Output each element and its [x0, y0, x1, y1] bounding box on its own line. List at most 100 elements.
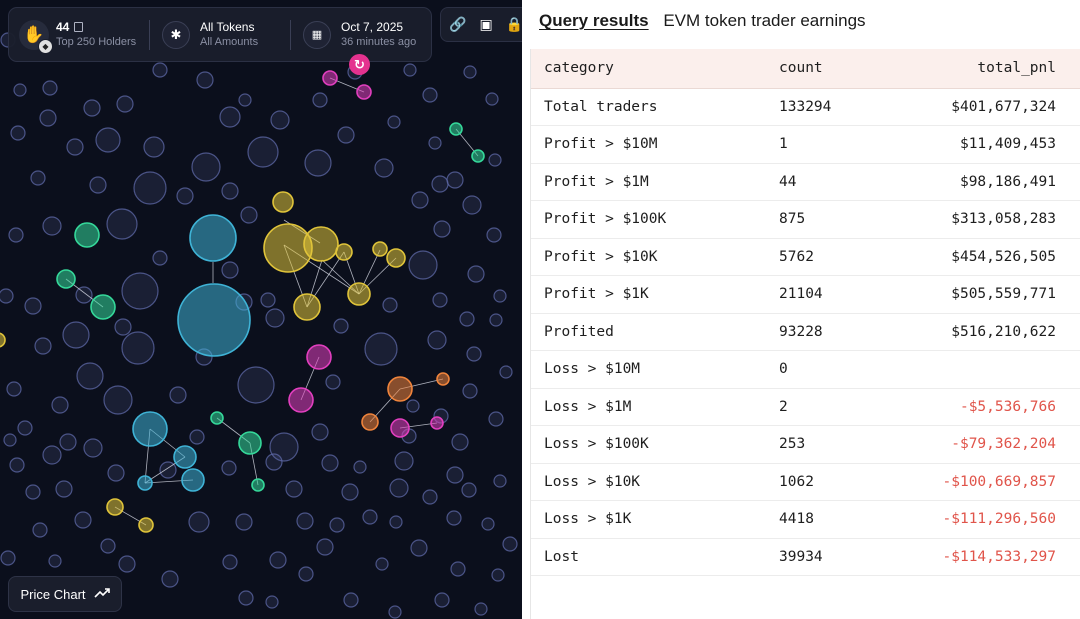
holder-bubble[interactable]: [13, 83, 27, 97]
holder-bubble[interactable]: [446, 510, 462, 526]
holder-bubble[interactable]: [489, 313, 503, 327]
holder-bubble[interactable]: [388, 605, 402, 619]
holder-bubble[interactable]: [55, 480, 73, 498]
bubble-map-panel[interactable]: ✋ ◆ 44 Top 250 Holders ✱ All Tokens All …: [0, 0, 522, 619]
holder-bubble[interactable]: [10, 125, 26, 141]
holder-bubble[interactable]: [116, 95, 134, 113]
holder-bubble[interactable]: [422, 489, 438, 505]
holder-bubble[interactable]: [311, 423, 329, 441]
holder-bubble[interactable]: [285, 480, 303, 498]
holder-bubble[interactable]: [251, 478, 265, 492]
holder-bubble[interactable]: [296, 512, 314, 530]
holder-bubble[interactable]: [428, 136, 442, 150]
holder-bubble[interactable]: [100, 538, 116, 554]
holder-bubble[interactable]: [265, 453, 283, 471]
holder-bubble[interactable]: [90, 294, 116, 320]
holder-bubble[interactable]: [221, 460, 237, 476]
holder-bubble[interactable]: [372, 241, 388, 257]
bubble-map-canvas[interactable]: [0, 0, 522, 619]
save-icon[interactable]: ▣: [479, 16, 493, 32]
holder-bubble[interactable]: [132, 411, 168, 447]
holder-bubble[interactable]: [176, 187, 194, 205]
column-header-count[interactable]: count: [779, 49, 919, 89]
holder-bubble[interactable]: [272, 191, 294, 213]
copy-icon[interactable]: [74, 22, 84, 32]
holder-bubble[interactable]: [321, 454, 339, 472]
holder-bubble[interactable]: [463, 65, 477, 79]
holder-bubble[interactable]: [394, 451, 414, 471]
holder-bubble[interactable]: [240, 206, 258, 224]
holder-bubble[interactable]: [103, 385, 133, 415]
holder-bubble[interactable]: [364, 332, 398, 366]
holder-bubble[interactable]: [196, 71, 214, 89]
holder-bubble[interactable]: [0, 332, 6, 348]
link-icon[interactable]: 🔗: [449, 16, 467, 32]
holder-bubble[interactable]: [431, 175, 449, 193]
holder-bubble[interactable]: [502, 536, 518, 552]
holder-bubble[interactable]: [436, 372, 450, 386]
holder-bubble[interactable]: [459, 311, 475, 327]
holder-bubble[interactable]: [462, 195, 482, 215]
holder-bubble[interactable]: [446, 466, 464, 484]
holder-bubble[interactable]: [8, 227, 24, 243]
holder-bubble[interactable]: [6, 381, 22, 397]
holder-bubble[interactable]: [335, 243, 353, 261]
holder-bubble[interactable]: [375, 557, 389, 571]
holder-bubble[interactable]: [462, 383, 478, 399]
holder-bubble[interactable]: [403, 63, 417, 77]
holder-bubble[interactable]: [382, 297, 398, 313]
holder-bubble[interactable]: [474, 602, 488, 616]
holder-bubble[interactable]: [121, 331, 155, 365]
holder-bubble[interactable]: [0, 550, 16, 566]
holder-bubble[interactable]: [387, 115, 401, 129]
holder-bubble[interactable]: [411, 191, 429, 209]
holder-bubble[interactable]: [173, 445, 197, 469]
holder-bubble[interactable]: [74, 222, 100, 248]
holder-bubble[interactable]: [386, 248, 406, 268]
holder-bubble[interactable]: [353, 460, 367, 474]
holder-bubble[interactable]: [17, 420, 33, 436]
holder-bubble[interactable]: [42, 216, 62, 236]
holder-bubble[interactable]: [143, 136, 165, 158]
holder-bubble[interactable]: [260, 292, 276, 308]
holder-bubble[interactable]: [34, 337, 52, 355]
holder-bubble[interactable]: [152, 250, 168, 266]
holder-bubble[interactable]: [493, 474, 507, 488]
holder-bubble[interactable]: [39, 109, 57, 127]
holder-bubble[interactable]: [222, 554, 238, 570]
holder-bubble[interactable]: [9, 457, 25, 473]
holder-bubble[interactable]: [137, 475, 153, 491]
holder-bubble[interactable]: [221, 182, 239, 200]
holder-bubble[interactable]: [247, 136, 279, 168]
holder-bubble[interactable]: [51, 396, 69, 414]
holder-bubble[interactable]: [238, 590, 254, 606]
holder-bubble[interactable]: [374, 158, 394, 178]
holder-bubble[interactable]: [219, 106, 241, 128]
date-selector[interactable]: ▦ Oct 7, 2025 36 minutes ago: [291, 8, 431, 61]
holder-bubble[interactable]: [114, 318, 132, 336]
holder-bubble[interactable]: [235, 513, 253, 531]
holder-bubble[interactable]: [269, 551, 287, 569]
holder-bubble[interactable]: [181, 468, 205, 492]
holder-bubble[interactable]: [362, 509, 378, 525]
holder-bubble[interactable]: [408, 250, 438, 280]
token-selector[interactable]: ✋ ◆ 44 Top 250 Holders: [9, 8, 149, 61]
price-chart-button[interactable]: Price Chart: [8, 576, 122, 612]
holder-bubble[interactable]: [265, 595, 279, 609]
holder-bubble[interactable]: [488, 153, 502, 167]
holder-bubble[interactable]: [106, 498, 124, 516]
holder-bubble[interactable]: [451, 433, 469, 451]
holder-bubble[interactable]: [189, 214, 237, 262]
holder-bubble[interactable]: [76, 362, 104, 390]
holder-bubble[interactable]: [461, 482, 477, 498]
holder-bubble[interactable]: [387, 376, 413, 402]
holder-bubble[interactable]: [389, 478, 409, 498]
holder-bubble[interactable]: [238, 93, 252, 107]
holder-bubble[interactable]: [337, 126, 355, 144]
holder-bubble[interactable]: [159, 461, 177, 479]
holder-bubble[interactable]: [449, 122, 463, 136]
holder-bubble[interactable]: [499, 365, 513, 379]
holder-bubble[interactable]: [347, 282, 371, 306]
holder-bubble[interactable]: [161, 570, 179, 588]
holder-bubble[interactable]: [316, 538, 334, 556]
